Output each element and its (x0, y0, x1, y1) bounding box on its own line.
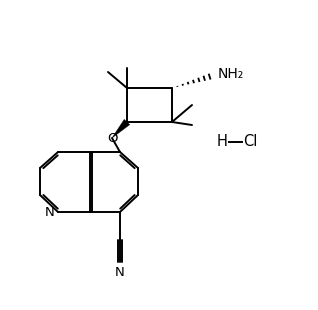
Text: NH₂: NH₂ (218, 67, 244, 81)
Text: Cl: Cl (243, 135, 257, 149)
Polygon shape (112, 119, 130, 138)
Text: N: N (115, 265, 125, 278)
Text: H: H (217, 135, 228, 149)
Text: N: N (45, 206, 55, 219)
Text: O: O (107, 131, 117, 144)
